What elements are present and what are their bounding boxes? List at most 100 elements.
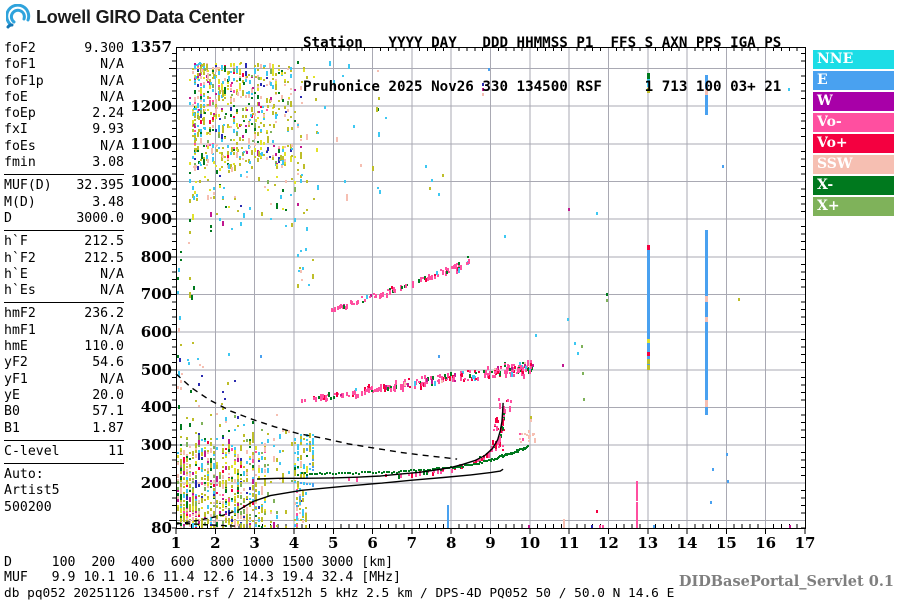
table-row-d: D 100 200 400 600 800 1000 1500 3000 [km…	[4, 555, 394, 570]
param-value: N/A	[100, 283, 124, 299]
muf-transmission-curve	[175, 373, 458, 460]
param-label: hmE	[4, 339, 28, 355]
muf-distance-table: D 100 200 400 600 800 1000 1500 3000 [km…	[4, 555, 401, 586]
y-tick-label: 700	[140, 285, 172, 304]
echo-band-third-order-F	[331, 256, 470, 312]
panel-divider	[4, 302, 124, 304]
x-tick-label: 4	[288, 534, 300, 552]
param-row: B0 57.1	[4, 404, 124, 420]
y-tick-label: 500	[140, 360, 172, 379]
auto-line: Artist5	[4, 483, 60, 499]
legend-item-x+: X+	[813, 197, 894, 216]
param-row: M(D) 3.48	[4, 195, 124, 211]
param-label: foEp	[4, 106, 36, 122]
header-columns: Station YYYY DAY DDD HHMMSS P1 FFS S AXN…	[303, 35, 782, 51]
param-label: B0	[4, 404, 20, 420]
param-label: foE	[4, 89, 28, 105]
noise-region-column-4mhz-low	[296, 488, 307, 528]
f-layer-trace	[256, 402, 504, 480]
x-tick-label: 7	[406, 534, 418, 552]
y-tick-label: 1200	[130, 97, 172, 116]
y-tick-label: 1000	[130, 172, 172, 191]
param-value: 236.2	[84, 306, 124, 322]
panel-divider	[4, 463, 124, 465]
param-value: 212.5	[84, 250, 124, 266]
legend-item-vo+: Vo+	[813, 134, 894, 153]
x-tick-label: 14	[676, 534, 698, 552]
param-row: C-level 11	[4, 444, 124, 460]
param-label: M(D)	[4, 194, 36, 210]
y-tick-label: 600	[140, 323, 172, 342]
param-label: C-level	[4, 443, 60, 459]
param-value: N/A	[100, 322, 124, 338]
param-value: 212.5	[84, 234, 124, 250]
param-label: hmF1	[4, 322, 36, 338]
param-value: N/A	[100, 73, 124, 89]
axis-ticks	[169, 47, 806, 534]
legend-item-nne: NNE	[813, 50, 894, 69]
param-value: N/A	[100, 266, 124, 282]
legend-item-e: E	[813, 71, 894, 90]
noise-region-below-top-block	[297, 248, 314, 288]
param-label: hmF2	[4, 306, 36, 322]
param-label: foF2	[4, 41, 36, 56]
param-row: hmE 110.0	[4, 339, 124, 355]
noise-region-top-halo-cyan	[192, 61, 387, 201]
auto-line: Auto:	[4, 467, 44, 483]
x-tick-label: 10	[519, 534, 541, 552]
param-value: N/A	[100, 89, 124, 105]
x-mode-trace	[301, 445, 529, 476]
param-label: yE	[4, 387, 20, 403]
scatter-singles	[260, 68, 791, 528]
param-value: 1.87	[92, 420, 124, 436]
param-value: 3.08	[92, 155, 124, 171]
param-row: h`Es N/A	[4, 283, 124, 299]
param-label: h`F	[4, 234, 28, 250]
x-tick-label: 1	[170, 534, 182, 552]
x-tick-label: 12	[598, 534, 619, 552]
param-row: fxI 9.93	[4, 122, 124, 138]
param-row: foEp 2.24	[4, 106, 124, 122]
legend-item-ssw: SSW	[813, 155, 894, 174]
param-value: 3000.0	[76, 210, 124, 226]
echo-band-second-order-F	[301, 360, 534, 403]
x-tick-label: 9	[485, 534, 496, 552]
y-tick-label: 1100	[130, 134, 172, 153]
param-label: h`Es	[4, 283, 36, 299]
giro-wave-icon	[6, 4, 31, 29]
gridlines	[176, 47, 805, 528]
param-value: 57.1	[92, 404, 124, 420]
x-tick-label: 13	[637, 534, 659, 552]
profile-start-dashed	[175, 509, 240, 525]
echo-type-legend: NNE E W Vo- Vo+ SSW X- X+	[813, 50, 894, 218]
param-label: foEs	[4, 138, 36, 154]
param-label: MUF(D)	[4, 178, 52, 194]
param-label: foF1p	[4, 73, 44, 89]
param-label: fmin	[4, 155, 36, 171]
param-label: foF1	[4, 57, 36, 73]
param-value: N/A	[100, 138, 124, 154]
profile-model-dashed	[175, 522, 236, 527]
measurement-descriptor: db pq052 20251126 134500.rsf / 214fx512h…	[4, 586, 675, 601]
x-tick-label: 6	[367, 534, 378, 552]
y-tick-label: 400	[140, 398, 172, 417]
param-value: 32.395	[76, 178, 124, 194]
param-value: N/A	[100, 371, 124, 387]
param-value: 11	[108, 443, 124, 459]
param-label: h`E	[4, 266, 28, 282]
param-row: h`F2 212.5	[4, 251, 124, 267]
noise-region-salmon-cluster	[519, 433, 536, 443]
legend-item-vo-: Vo-	[813, 113, 894, 132]
station-header: Station YYYY DAY DDD HHMMSS P1 FFS S AXN…	[303, 7, 781, 109]
logo-text: Lowell GIRO Data Center	[36, 6, 245, 27]
x-tick-label: 3	[249, 534, 260, 552]
rfi-lines	[447, 73, 708, 528]
param-value: 110.0	[84, 339, 124, 355]
param-value: 9.300	[84, 41, 124, 56]
x-tick-label: 8	[445, 534, 457, 552]
param-row: yE 20.0	[4, 388, 124, 404]
y-tick-label: 800	[140, 247, 172, 266]
param-row: foF1p N/A	[4, 74, 124, 90]
param-row: D 3000.0	[4, 211, 124, 227]
